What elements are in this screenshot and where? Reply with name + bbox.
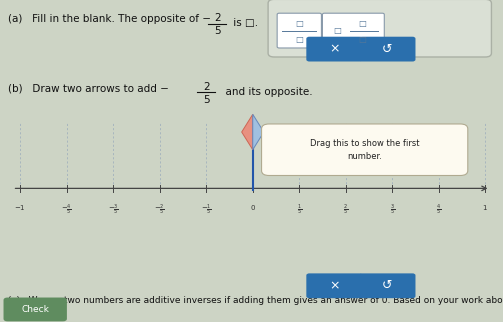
Text: $0$: $0$	[250, 203, 256, 212]
Text: □: □	[295, 35, 303, 44]
FancyBboxPatch shape	[322, 13, 384, 48]
FancyBboxPatch shape	[359, 37, 415, 62]
Text: □: □	[333, 26, 341, 35]
Text: (b)   Draw two arrows to add −: (b) Draw two arrows to add −	[8, 84, 169, 94]
Text: □: □	[295, 19, 303, 28]
Text: (c)   We say two numbers are additive inverses if adding them gives an answer of: (c) We say two numbers are additive inve…	[8, 296, 503, 305]
Text: $1$: $1$	[482, 203, 488, 212]
Text: Drag this to show the first
number.: Drag this to show the first number.	[310, 139, 420, 161]
Text: $\frac{1}{5}$: $\frac{1}{5}$	[297, 203, 302, 217]
Text: $\frac{3}{5}$: $\frac{3}{5}$	[390, 203, 395, 217]
Text: 5: 5	[214, 26, 221, 36]
Text: $-\frac{3}{5}$: $-\frac{3}{5}$	[108, 203, 119, 217]
Polygon shape	[241, 114, 253, 150]
Text: $\frac{2}{5}$: $\frac{2}{5}$	[343, 203, 349, 217]
Text: $-\frac{1}{5}$: $-\frac{1}{5}$	[201, 203, 212, 217]
FancyBboxPatch shape	[277, 13, 321, 48]
Text: ↺: ↺	[382, 279, 392, 292]
Text: ↺: ↺	[382, 43, 392, 56]
Polygon shape	[253, 114, 264, 150]
Text: $-\frac{2}{5}$: $-\frac{2}{5}$	[154, 203, 165, 217]
Text: 2: 2	[203, 82, 210, 92]
Text: ×: ×	[329, 279, 340, 292]
Text: Check: Check	[21, 305, 49, 314]
Text: $\frac{4}{5}$: $\frac{4}{5}$	[436, 203, 442, 217]
Text: $-1$: $-1$	[14, 203, 26, 212]
Text: 5: 5	[203, 95, 210, 105]
Text: 2: 2	[214, 13, 221, 23]
Text: $-\frac{4}{5}$: $-\frac{4}{5}$	[61, 203, 72, 217]
Text: □: □	[358, 35, 366, 44]
Text: ×: ×	[329, 43, 340, 56]
FancyBboxPatch shape	[262, 124, 468, 175]
FancyBboxPatch shape	[359, 273, 415, 298]
Text: is □.: is □.	[230, 18, 258, 28]
Text: and its opposite.: and its opposite.	[219, 87, 312, 97]
FancyBboxPatch shape	[306, 37, 363, 62]
FancyBboxPatch shape	[4, 298, 67, 321]
FancyBboxPatch shape	[268, 0, 491, 57]
Text: (a)   Fill in the blank. The opposite of −: (a) Fill in the blank. The opposite of −	[8, 14, 211, 24]
FancyBboxPatch shape	[306, 273, 363, 298]
Text: □: □	[358, 19, 366, 28]
